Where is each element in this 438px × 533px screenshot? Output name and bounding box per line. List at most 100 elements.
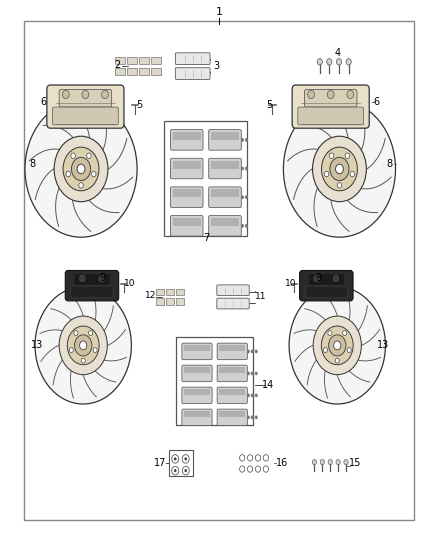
- Bar: [219, 367, 245, 374]
- Circle shape: [241, 195, 244, 199]
- Circle shape: [320, 459, 325, 465]
- FancyBboxPatch shape: [139, 68, 149, 75]
- Circle shape: [344, 459, 348, 465]
- Text: 6: 6: [41, 98, 47, 107]
- FancyBboxPatch shape: [217, 285, 249, 295]
- Bar: [184, 367, 210, 374]
- Circle shape: [80, 275, 85, 282]
- Circle shape: [347, 90, 354, 99]
- Circle shape: [313, 316, 361, 375]
- Circle shape: [247, 393, 250, 397]
- Circle shape: [184, 457, 187, 461]
- Circle shape: [184, 469, 187, 472]
- Text: 4: 4: [334, 49, 340, 58]
- FancyBboxPatch shape: [308, 274, 344, 285]
- Circle shape: [317, 59, 322, 65]
- FancyBboxPatch shape: [114, 278, 117, 295]
- Circle shape: [336, 59, 342, 65]
- FancyBboxPatch shape: [217, 387, 247, 403]
- FancyBboxPatch shape: [47, 85, 124, 128]
- Circle shape: [102, 90, 109, 99]
- Circle shape: [254, 416, 258, 419]
- FancyBboxPatch shape: [170, 158, 203, 179]
- Circle shape: [74, 335, 92, 356]
- Circle shape: [334, 341, 341, 350]
- Circle shape: [77, 164, 85, 174]
- Bar: [164, 122, 247, 236]
- FancyBboxPatch shape: [65, 271, 119, 301]
- Text: 15: 15: [349, 458, 361, 468]
- Text: 5: 5: [266, 100, 272, 110]
- Circle shape: [336, 164, 343, 174]
- Circle shape: [247, 350, 250, 353]
- FancyBboxPatch shape: [176, 289, 184, 295]
- Text: 13: 13: [31, 341, 43, 350]
- Circle shape: [347, 348, 351, 352]
- Circle shape: [241, 138, 244, 142]
- Text: 10: 10: [124, 279, 135, 287]
- Circle shape: [182, 455, 189, 463]
- Circle shape: [82, 90, 89, 99]
- Bar: [219, 345, 245, 351]
- Circle shape: [241, 167, 244, 171]
- Text: 13: 13: [377, 341, 389, 350]
- Text: 8: 8: [29, 159, 35, 168]
- FancyBboxPatch shape: [170, 187, 203, 207]
- Circle shape: [323, 348, 327, 352]
- Text: 2: 2: [114, 60, 120, 70]
- Circle shape: [289, 287, 385, 404]
- FancyBboxPatch shape: [59, 90, 112, 107]
- Text: 7: 7: [203, 233, 209, 243]
- FancyBboxPatch shape: [295, 98, 302, 119]
- Circle shape: [172, 466, 179, 475]
- Circle shape: [81, 358, 85, 363]
- Circle shape: [71, 157, 91, 181]
- Circle shape: [69, 348, 73, 352]
- Circle shape: [307, 90, 314, 99]
- Circle shape: [66, 171, 71, 177]
- FancyBboxPatch shape: [115, 98, 121, 119]
- Circle shape: [312, 459, 317, 465]
- Circle shape: [93, 348, 97, 352]
- Circle shape: [247, 416, 250, 419]
- FancyBboxPatch shape: [182, 365, 212, 382]
- Bar: [211, 132, 239, 140]
- Circle shape: [62, 90, 69, 99]
- Text: 6: 6: [374, 98, 380, 107]
- FancyBboxPatch shape: [68, 278, 71, 295]
- FancyBboxPatch shape: [175, 53, 210, 64]
- Circle shape: [327, 90, 334, 99]
- FancyBboxPatch shape: [166, 298, 174, 305]
- FancyBboxPatch shape: [182, 409, 212, 426]
- Text: 17: 17: [154, 458, 166, 468]
- FancyBboxPatch shape: [298, 107, 364, 125]
- Circle shape: [251, 393, 254, 397]
- FancyBboxPatch shape: [208, 187, 241, 207]
- Circle shape: [350, 171, 354, 177]
- FancyBboxPatch shape: [166, 289, 174, 295]
- FancyBboxPatch shape: [292, 85, 369, 128]
- FancyBboxPatch shape: [74, 274, 110, 285]
- Circle shape: [87, 153, 91, 158]
- Text: 9: 9: [316, 273, 322, 283]
- FancyBboxPatch shape: [151, 68, 160, 75]
- Text: 8: 8: [386, 159, 392, 168]
- FancyBboxPatch shape: [208, 158, 241, 179]
- Circle shape: [327, 59, 332, 65]
- Circle shape: [79, 183, 83, 188]
- FancyBboxPatch shape: [151, 56, 160, 63]
- FancyBboxPatch shape: [139, 56, 149, 63]
- Circle shape: [328, 459, 332, 465]
- Circle shape: [88, 330, 92, 335]
- Bar: [173, 132, 201, 140]
- Text: 10: 10: [285, 279, 296, 287]
- Circle shape: [245, 224, 248, 228]
- Text: 5: 5: [136, 100, 142, 110]
- FancyBboxPatch shape: [217, 343, 247, 360]
- Circle shape: [314, 275, 319, 282]
- Bar: [219, 390, 245, 395]
- Circle shape: [245, 195, 248, 199]
- Circle shape: [345, 153, 350, 158]
- Bar: [184, 390, 210, 395]
- Circle shape: [67, 326, 99, 365]
